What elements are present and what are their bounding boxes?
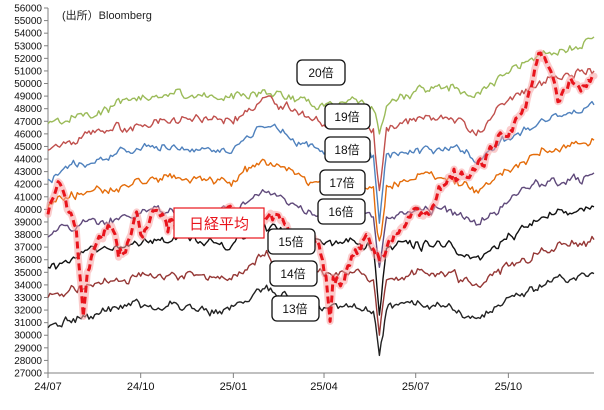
y-tick-label: 30000 <box>14 331 42 342</box>
band-label-19x-text: 19倍 <box>334 109 359 124</box>
y-tick-label: 28000 <box>14 356 42 367</box>
band-label-16x: 16倍 <box>317 198 366 225</box>
x-tick-label: 25/01 <box>220 381 248 393</box>
band-label-16x-text: 16倍 <box>328 204 353 219</box>
y-tick-label: 51000 <box>14 66 42 77</box>
y-tick-label: 49000 <box>14 92 42 103</box>
x-tick-label: 25/07 <box>402 381 430 393</box>
y-tick-label: 40000 <box>14 205 42 216</box>
x-tick-label: 24/10 <box>127 381 155 393</box>
y-tick-label: 33000 <box>14 293 42 304</box>
band-label-14x: 14倍 <box>269 260 318 287</box>
band-label-13x: 13倍 <box>271 295 320 322</box>
band-label-20x: 20倍 <box>296 59 346 86</box>
band-line-19x <box>47 68 595 192</box>
band-line-13x <box>47 272 595 357</box>
band-label-17x-text: 17倍 <box>329 175 354 190</box>
y-tick-label: 48000 <box>14 104 42 115</box>
y-tick-label: 50000 <box>14 79 42 90</box>
y-tick-label: 53000 <box>14 41 42 52</box>
band-label-17x: 17倍 <box>319 169 366 196</box>
y-tick-label: 43000 <box>14 167 42 178</box>
y-tick-label: 56000 <box>14 4 42 15</box>
y-tick-label: 55000 <box>14 16 42 27</box>
y-tick-label: 45000 <box>14 142 42 153</box>
nikkei-line <box>46 51 595 323</box>
y-tick-label: 44000 <box>14 155 42 166</box>
y-tick-label: 35000 <box>14 268 42 279</box>
y-tick-label: 47000 <box>14 117 42 128</box>
x-axis: 24/07 24/10 25/01 25/04 25/07 25/10 <box>34 372 594 393</box>
y-tick-label: 46000 <box>14 129 42 140</box>
y-tick-label: 39000 <box>14 217 42 228</box>
nikkei-label-text: 日経平均 <box>189 216 249 233</box>
y-tick-label: 34000 <box>14 280 42 291</box>
y-tick-label: 54000 <box>14 29 42 40</box>
band-label-15x: 15倍 <box>267 228 316 255</box>
y-tick-label: 36000 <box>14 255 42 266</box>
y-tick-label: 27000 <box>14 369 42 380</box>
y-tick-label: 32000 <box>14 306 42 317</box>
band-label-20x-text: 20倍 <box>308 65 333 80</box>
nikkei-label: 日経平均 <box>173 207 265 239</box>
band-label-19x: 19倍 <box>324 103 371 130</box>
y-tick-label: 52000 <box>14 54 42 65</box>
band-label-18x: 18倍 <box>324 136 371 163</box>
x-tick-label: 25/04 <box>310 381 338 393</box>
x-tick-label: 25/10 <box>495 381 523 393</box>
y-tick-label: 31000 <box>14 318 42 329</box>
band-label-13x-text: 13倍 <box>282 301 307 316</box>
y-tick-label: 42000 <box>14 180 42 191</box>
band-label-15x-text: 15倍 <box>278 234 303 249</box>
y-tick-label: 37000 <box>14 243 42 254</box>
band-label-14x-text: 14倍 <box>280 266 305 281</box>
y-tick-label: 29000 <box>14 343 42 354</box>
source-note: (出所）Bloomberg <box>62 8 152 22</box>
y-tick-label: 38000 <box>14 230 42 241</box>
y-tick-label: 41000 <box>14 192 42 203</box>
x-tick-label: 24/07 <box>34 381 62 393</box>
band-line-20x <box>47 36 595 135</box>
band-label-18x-text: 18倍 <box>334 142 359 157</box>
nikkei-series <box>44 49 598 325</box>
